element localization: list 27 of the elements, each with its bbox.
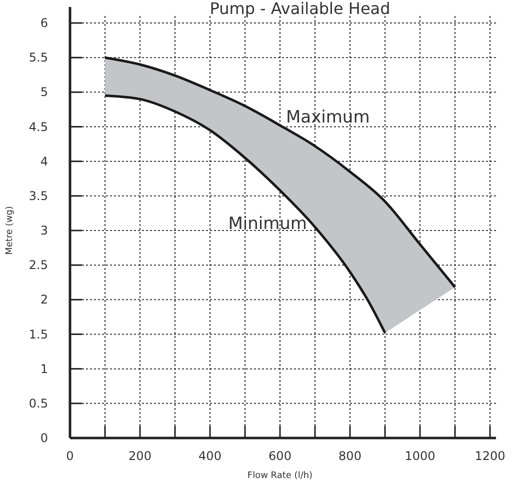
y-tick-label: 3	[40, 224, 48, 238]
y-tick-label: 0.5	[28, 396, 48, 410]
chart-title: Pump - Available Head	[210, 0, 390, 18]
line-series	[104, 94, 386, 334]
y-tick-label: 1	[40, 362, 48, 376]
series-label: Minimum	[228, 214, 307, 234]
y-tick-label: 4.5	[28, 120, 48, 134]
line-series	[104, 56, 456, 288]
x-tick-label: 600	[268, 449, 292, 463]
x-tick-label: 0	[66, 449, 74, 463]
y-tick-label: 1.5	[28, 327, 48, 342]
y-tick-label: 6	[40, 16, 48, 30]
y-axis-title: Metre (wg)	[5, 206, 15, 255]
x-tick-label: 400	[198, 449, 222, 463]
y-tick-label: 0	[40, 431, 48, 445]
y-tick-label: 4	[40, 154, 48, 168]
y-tick-label: 2	[40, 292, 48, 307]
y-tick-label: 5	[40, 85, 48, 100]
x-tick-label: 1200	[474, 449, 506, 463]
x-tick-label: 800	[338, 449, 362, 463]
x-tick-label: 200	[128, 449, 152, 463]
x-axis-title: Flow Rate (l/h)	[247, 471, 313, 481]
y-tick-label: 3.5	[28, 188, 48, 203]
series-label: Maximum	[286, 107, 370, 128]
y-tick-label: 2.5	[28, 258, 48, 272]
y-tick-label: 5.5	[28, 50, 48, 65]
x-tick-label: 1000	[404, 449, 436, 463]
